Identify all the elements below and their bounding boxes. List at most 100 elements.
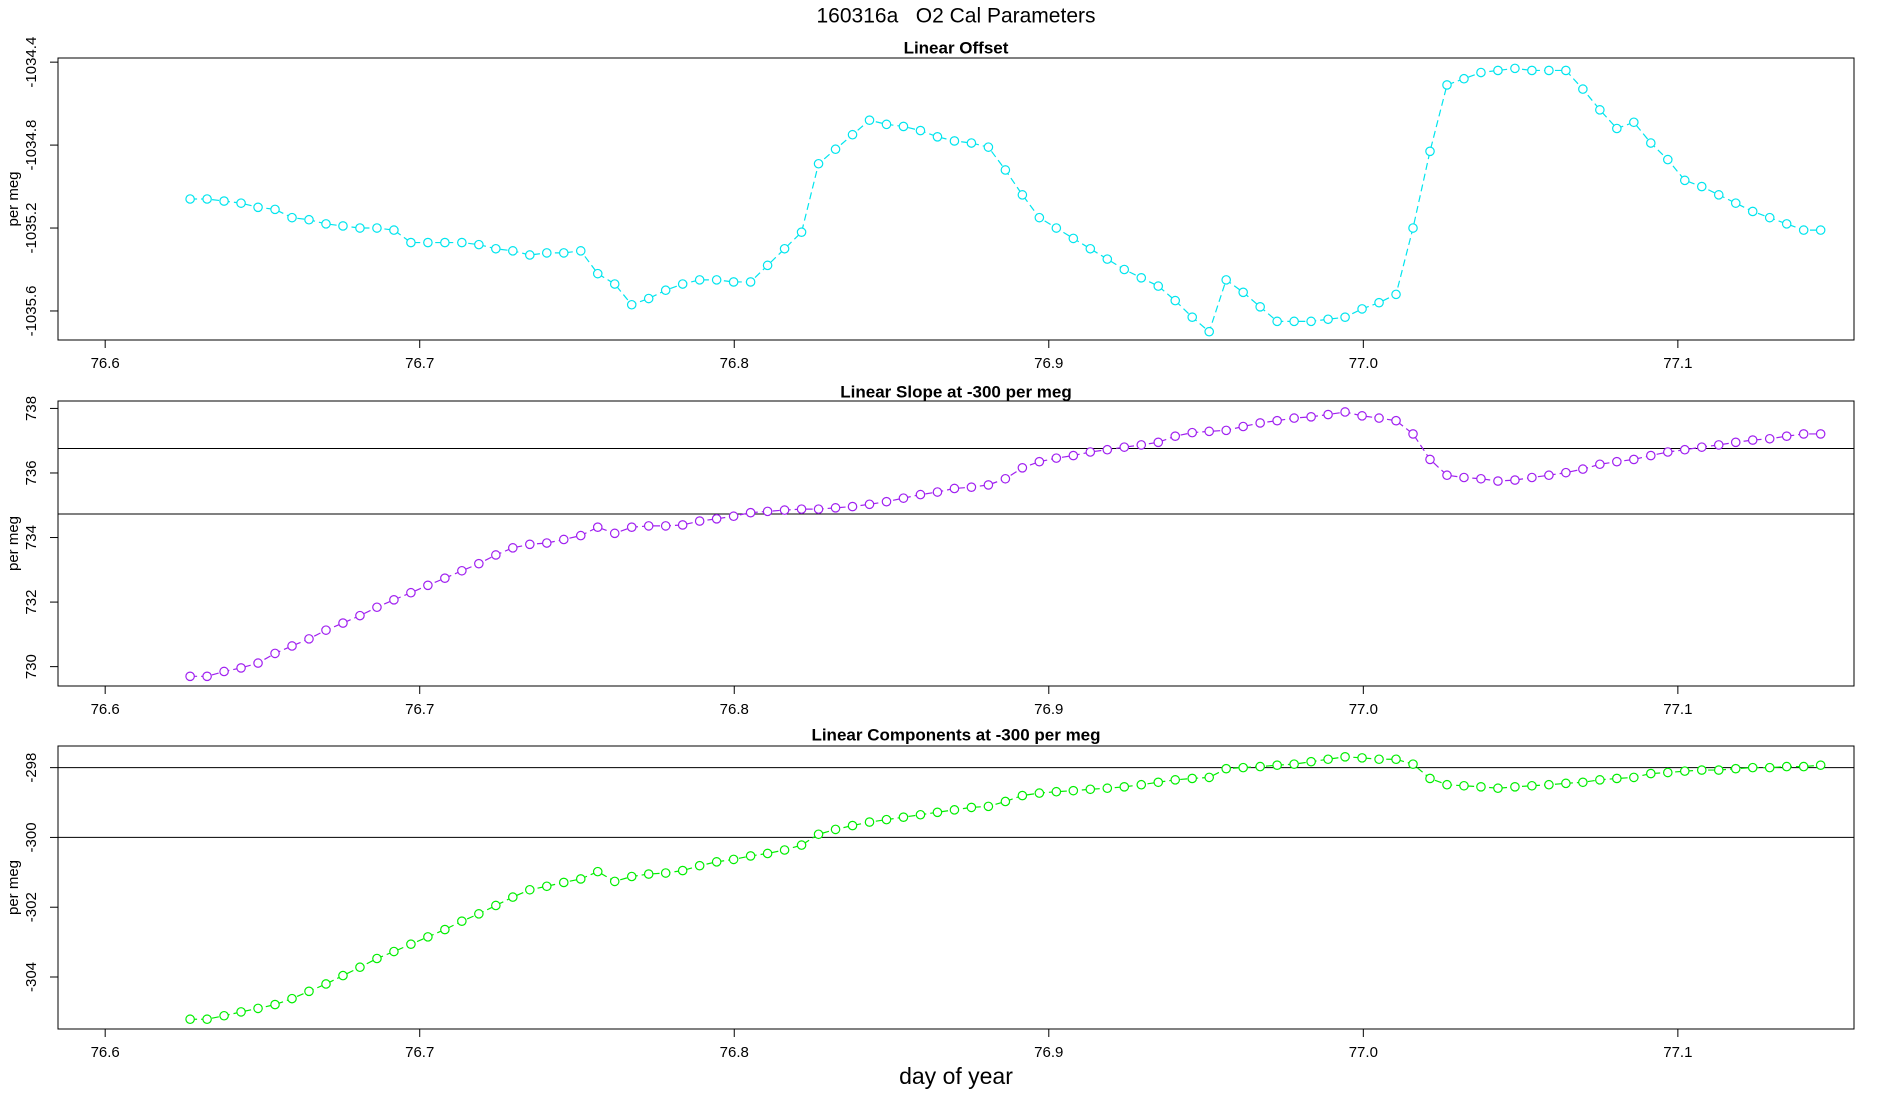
- data-point: [474, 909, 484, 919]
- data-point: [1085, 447, 1096, 457]
- y-axis-label: per meg: [5, 860, 22, 915]
- data-point: [983, 480, 994, 490]
- data-point: [1000, 165, 1011, 175]
- data-point: [1629, 117, 1639, 128]
- data-point: [660, 521, 671, 531]
- data-point: [1713, 190, 1724, 200]
- data-point: [1340, 407, 1350, 417]
- data-point: [881, 814, 892, 825]
- data-point: [202, 1014, 212, 1025]
- data-point: [491, 550, 501, 560]
- data-point: [508, 246, 518, 256]
- data-point: [525, 884, 535, 895]
- data-point: [983, 142, 994, 152]
- data-point: [1527, 780, 1537, 791]
- data-point: [1034, 212, 1045, 223]
- data-point: [457, 565, 467, 576]
- data-point: [864, 817, 875, 827]
- data-point: [643, 869, 654, 879]
- data-point: [796, 840, 807, 850]
- data-point: [1662, 154, 1673, 165]
- data-point: [1170, 295, 1181, 306]
- data-point: [1612, 456, 1622, 467]
- data-point: [1238, 287, 1248, 298]
- data-point: [219, 1010, 229, 1021]
- data-point: [915, 809, 926, 820]
- data-point: [1561, 778, 1571, 789]
- y-axis-label: per meg: [5, 171, 22, 226]
- data-point: [1798, 761, 1809, 772]
- data-point: [1306, 316, 1316, 327]
- data-point: [287, 212, 297, 223]
- data-point: [1170, 431, 1181, 441]
- x-tick-label: 77.0: [1349, 701, 1378, 718]
- data-point: [1085, 784, 1096, 795]
- data-point: [1051, 786, 1062, 797]
- data-point: [1781, 431, 1792, 441]
- data-point: [1374, 297, 1384, 308]
- x-tick-label: 76.6: [91, 701, 120, 718]
- plot-frame: [57, 400, 1855, 687]
- data-point: [1170, 775, 1181, 785]
- data-point: [881, 119, 892, 130]
- data-point: [1289, 316, 1299, 327]
- data-point: [575, 530, 586, 541]
- data-point: [185, 671, 195, 682]
- data-point: [338, 970, 348, 981]
- data-point: [372, 602, 382, 613]
- data-point: [1578, 464, 1588, 474]
- data-point: [677, 865, 688, 876]
- data-point: [1000, 473, 1011, 484]
- data-point: [1255, 761, 1265, 772]
- data-point: [762, 506, 773, 517]
- y-tick-label: -1034.8: [23, 120, 40, 171]
- data-point: [558, 877, 569, 888]
- data-point: [677, 279, 688, 289]
- data-point: [932, 807, 943, 818]
- data-point: [1781, 219, 1792, 229]
- data-point: [762, 848, 773, 859]
- data-point: [202, 194, 212, 204]
- connecting-line: [190, 67, 1821, 333]
- data-point: [1306, 756, 1316, 767]
- data-point: [1357, 753, 1367, 763]
- data-point: [1544, 779, 1554, 790]
- x-tick-label: 77.0: [1349, 355, 1378, 372]
- data-point: [813, 158, 824, 169]
- data-point: [626, 871, 637, 882]
- data-point: [1527, 65, 1537, 76]
- data-point: [1204, 326, 1215, 337]
- data-point: [270, 204, 280, 215]
- data-point: [694, 275, 705, 285]
- data-point: [541, 538, 552, 548]
- data-point: [423, 580, 433, 591]
- data-point: [1119, 442, 1130, 452]
- data-point: [677, 520, 688, 530]
- data-point: [1408, 759, 1418, 769]
- data-point: [1323, 314, 1333, 325]
- data-point: [474, 239, 484, 250]
- x-tick-label: 76.9: [1034, 355, 1063, 372]
- data-point: [1730, 198, 1741, 208]
- data-point: [1119, 264, 1130, 275]
- data-point: [1459, 780, 1469, 791]
- data-point: [813, 504, 824, 514]
- data-point: [1408, 429, 1418, 439]
- data-point: [508, 892, 518, 902]
- plot-frame: [57, 57, 1855, 341]
- data-point: [355, 962, 365, 973]
- y-tick-label: 736: [23, 460, 40, 485]
- data-point: [389, 225, 399, 235]
- data-point: [1017, 190, 1028, 200]
- data-point: [1730, 763, 1741, 774]
- data-point: [1561, 65, 1571, 76]
- data-point: [694, 516, 705, 526]
- data-point: [1764, 762, 1775, 773]
- data-point: [1153, 281, 1164, 291]
- data-point: [1340, 312, 1350, 322]
- data-point: [898, 493, 909, 503]
- data-point: [660, 868, 671, 878]
- data-point: [558, 534, 569, 545]
- data-point: [1272, 760, 1282, 770]
- data-point: [253, 1003, 263, 1014]
